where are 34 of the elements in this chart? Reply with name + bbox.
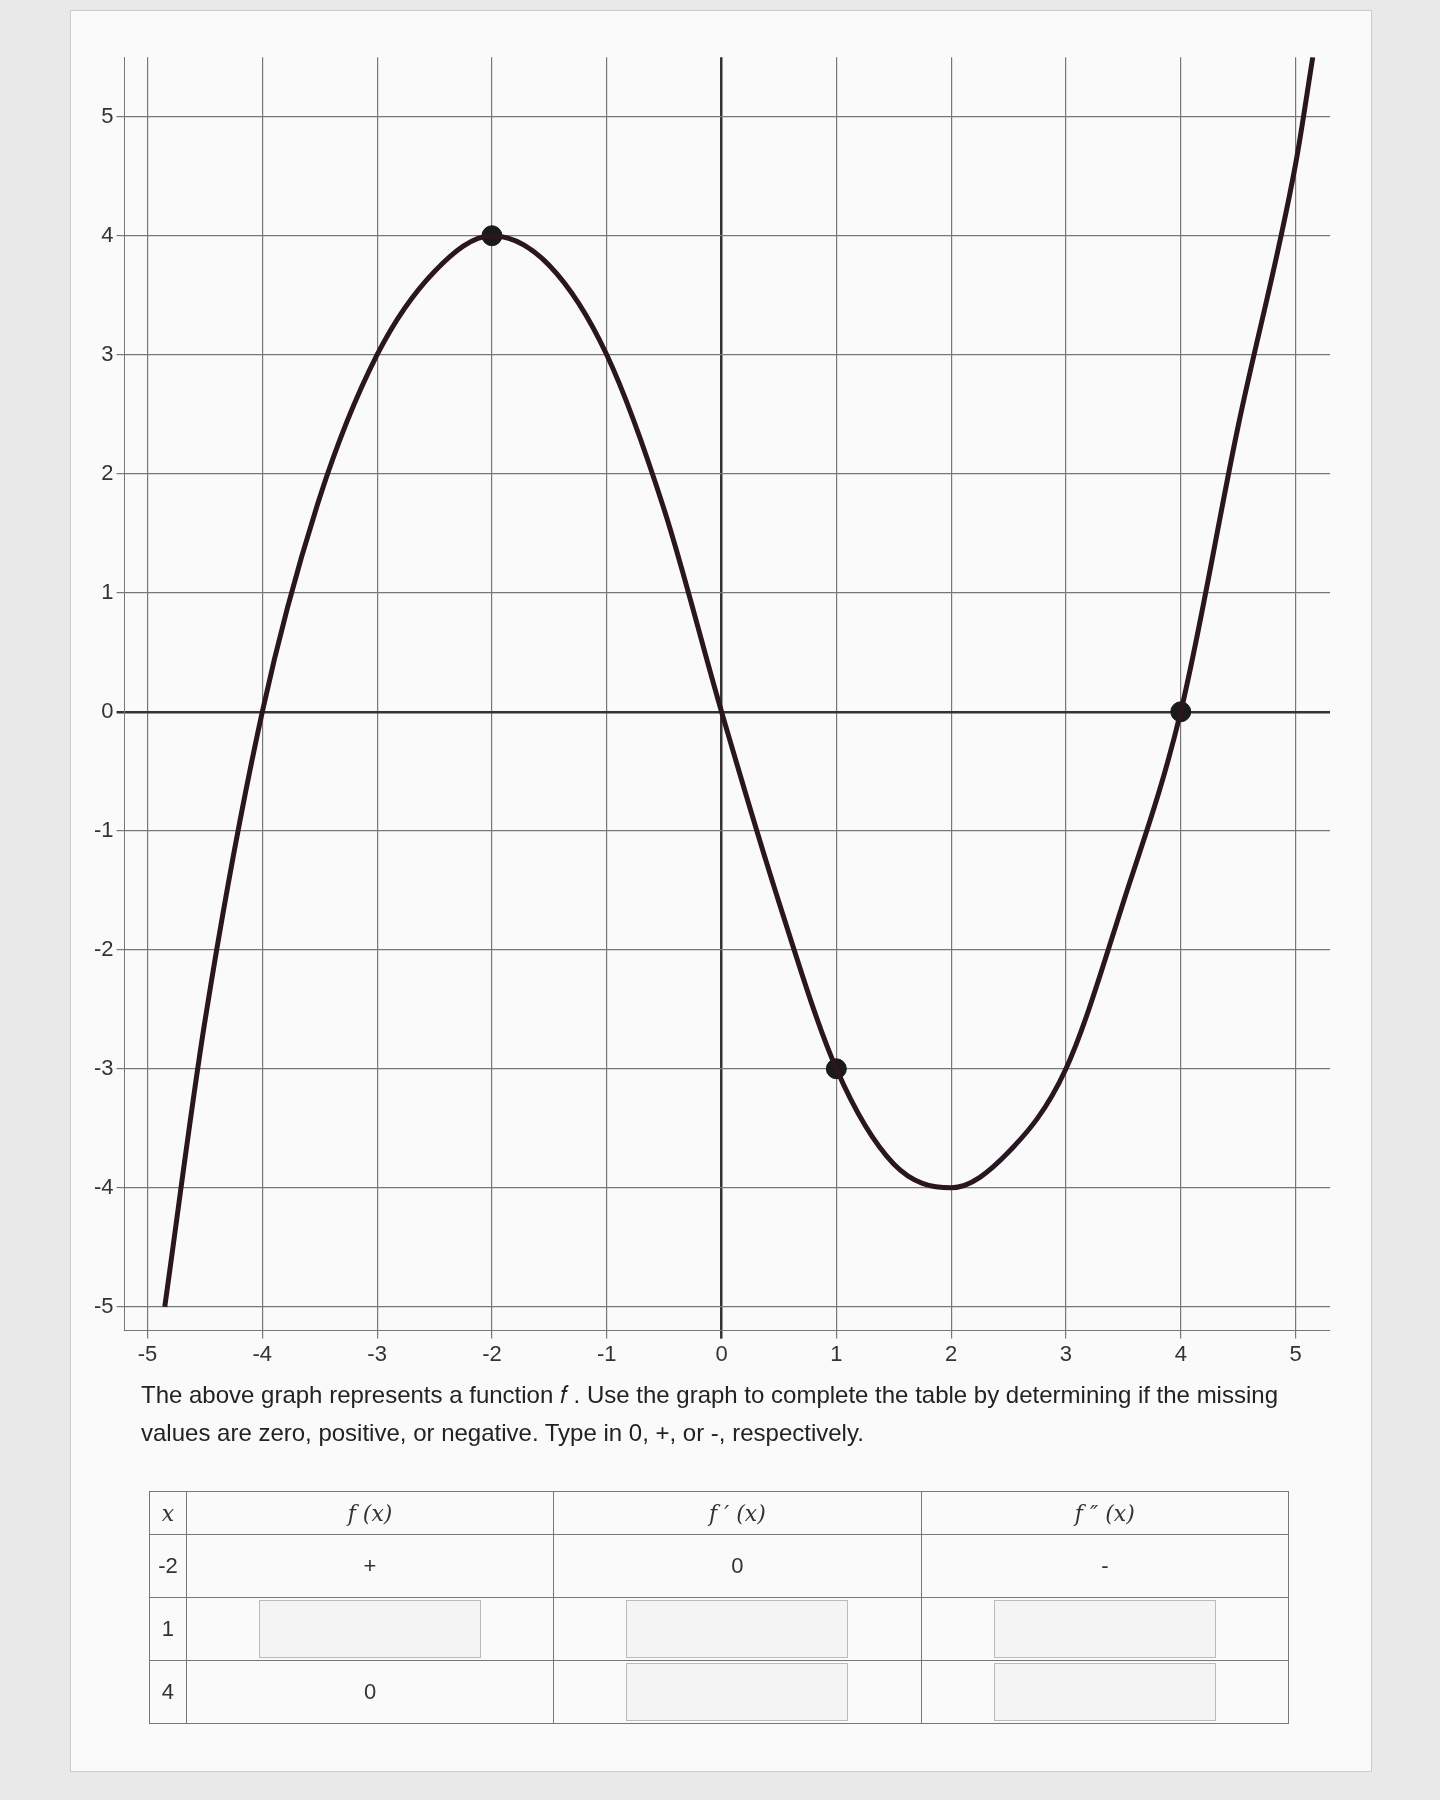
y-tick-label: -3 — [94, 1054, 114, 1080]
x-tick-label: -1 — [596, 1340, 617, 1366]
text: f ′ (x) — [553, 1491, 922, 1535]
x-tick-label: -5 — [137, 1340, 158, 1366]
y-tick-label: -1 — [94, 816, 114, 842]
y-tick-label: 4 — [101, 221, 114, 247]
text: f (x) — [186, 1491, 554, 1535]
y-tick-label: 1 — [101, 578, 114, 604]
y-tick-label: 0 — [101, 697, 114, 723]
text: 0 — [186, 1660, 554, 1724]
text: f ″ (x) — [921, 1491, 1289, 1535]
text: 0 — [553, 1534, 922, 1598]
text: 1 — [149, 1597, 187, 1661]
x-tick-label: 1 — [830, 1340, 843, 1366]
x-tick-label: -2 — [482, 1340, 502, 1366]
x-tick-label: 4 — [1174, 1340, 1187, 1366]
y-tick-label: 3 — [101, 340, 114, 366]
text: The above graph represents a function 𝑓 . Use the graph to complete the table by determining if the missing values are zero, positive, or negative. Type in 0, +, or -, respectively. — [141, 1380, 1279, 1448]
y-tick-label: -5 — [94, 1292, 114, 1318]
text: 4 — [149, 1660, 187, 1724]
x-tick-label: 5 — [1289, 1340, 1302, 1366]
text: x — [149, 1491, 187, 1535]
x-tick-label: 3 — [1059, 1340, 1073, 1366]
x-tick-label: -3 — [367, 1340, 387, 1366]
text: -2 — [149, 1534, 187, 1598]
y-tick-label: -4 — [94, 1173, 114, 1199]
y-tick-label: -2 — [94, 935, 114, 961]
text: + — [186, 1534, 554, 1598]
y-tick-label: 2 — [101, 459, 114, 485]
y-tick-label: 5 — [101, 102, 114, 128]
x-tick-label: 0 — [715, 1340, 728, 1366]
x-tick-label: 2 — [945, 1340, 958, 1366]
x-tick-label: -4 — [252, 1340, 273, 1366]
text: - — [921, 1534, 1289, 1598]
